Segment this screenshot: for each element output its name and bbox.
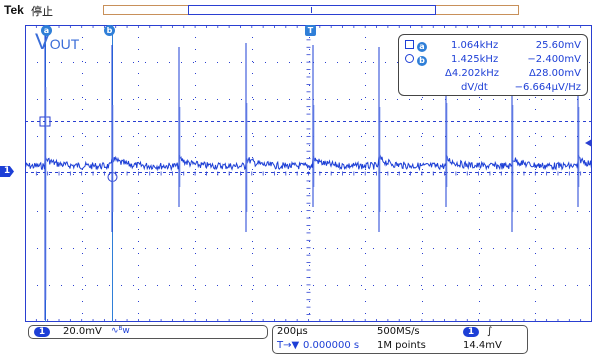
horizontal-status-box[interactable]: 200μs 500MS/s T→▼ 0.000000 s 1M points 1… <box>272 325 528 354</box>
slope-label: dV/dt <box>461 82 488 93</box>
ch1-trace-path <box>25 154 592 172</box>
trigger-source-badge: 1 <box>463 327 479 337</box>
signal-label-sub: OUT <box>49 36 80 52</box>
cursor-readout-panel: a 1.064kHz 25.60mV b 1.425kHz −2.400mV Δ… <box>398 34 588 96</box>
circle-cursor-icon <box>405 54 414 63</box>
record-view-window[interactable] <box>188 5 436 15</box>
cursor-a-voltage: 25.60mV <box>535 40 581 51</box>
cursor-a-badge: a <box>417 42 427 52</box>
trigger-slope-icon: ∫ <box>487 326 493 337</box>
cursor-b-row: b 1.425kHz −2.400mV <box>399 54 589 67</box>
cursor-b-badge: b <box>417 56 427 66</box>
delta-voltage: Δ28.00mV <box>528 68 581 79</box>
run-state-label: 停止 <box>31 5 53 18</box>
record-length-value: 1M points <box>377 340 426 351</box>
brand-logo: Tek <box>4 3 24 17</box>
delta-frequency: Δ4.202kHz <box>445 68 500 79</box>
trigger-position-marker[interactable]: T <box>305 25 316 36</box>
record-trigger-tick <box>311 7 312 13</box>
cursor-a-frequency: 1.064kHz <box>451 40 499 51</box>
bandwidth-limit-icon: ∿ᴮw <box>111 326 130 336</box>
square-cursor-icon <box>405 40 414 49</box>
ch1-vertical-scale: 20.0mV <box>63 326 102 337</box>
cursor-delta-row: Δ4.202kHz Δ28.00mV <box>399 68 589 81</box>
ch1-badge: 1 <box>34 327 50 337</box>
ch1-trace <box>25 27 592 320</box>
cursor-a-row: a 1.064kHz 25.60mV <box>399 40 589 53</box>
trigger-level-arrow-icon[interactable] <box>585 139 592 147</box>
sample-rate-value: 500MS/s <box>377 326 420 337</box>
top-bar: Tek 停止 <box>0 0 592 18</box>
delay-icon: T→▼ <box>277 340 300 351</box>
ch1-ground-marker[interactable]: 1 <box>0 166 14 177</box>
slope-value: −6.664μV/Hz <box>514 82 581 93</box>
cursor-b-marker[interactable]: b <box>104 25 115 36</box>
ch1-status-box[interactable]: 1 20.0mV ∿ᴮw <box>28 325 268 339</box>
timebase-value: 200μs <box>277 326 308 337</box>
cursor-a-marker[interactable]: a <box>41 25 52 36</box>
horizontal-delay-value: 0.000000 s <box>303 340 360 351</box>
slope-row: dV/dt −6.664μV/Hz <box>399 82 589 95</box>
trigger-level-value: 14.4mV <box>463 340 502 351</box>
cursor-b-voltage: −2.400mV <box>527 54 581 65</box>
cursor-b-frequency: 1.425kHz <box>451 54 499 65</box>
